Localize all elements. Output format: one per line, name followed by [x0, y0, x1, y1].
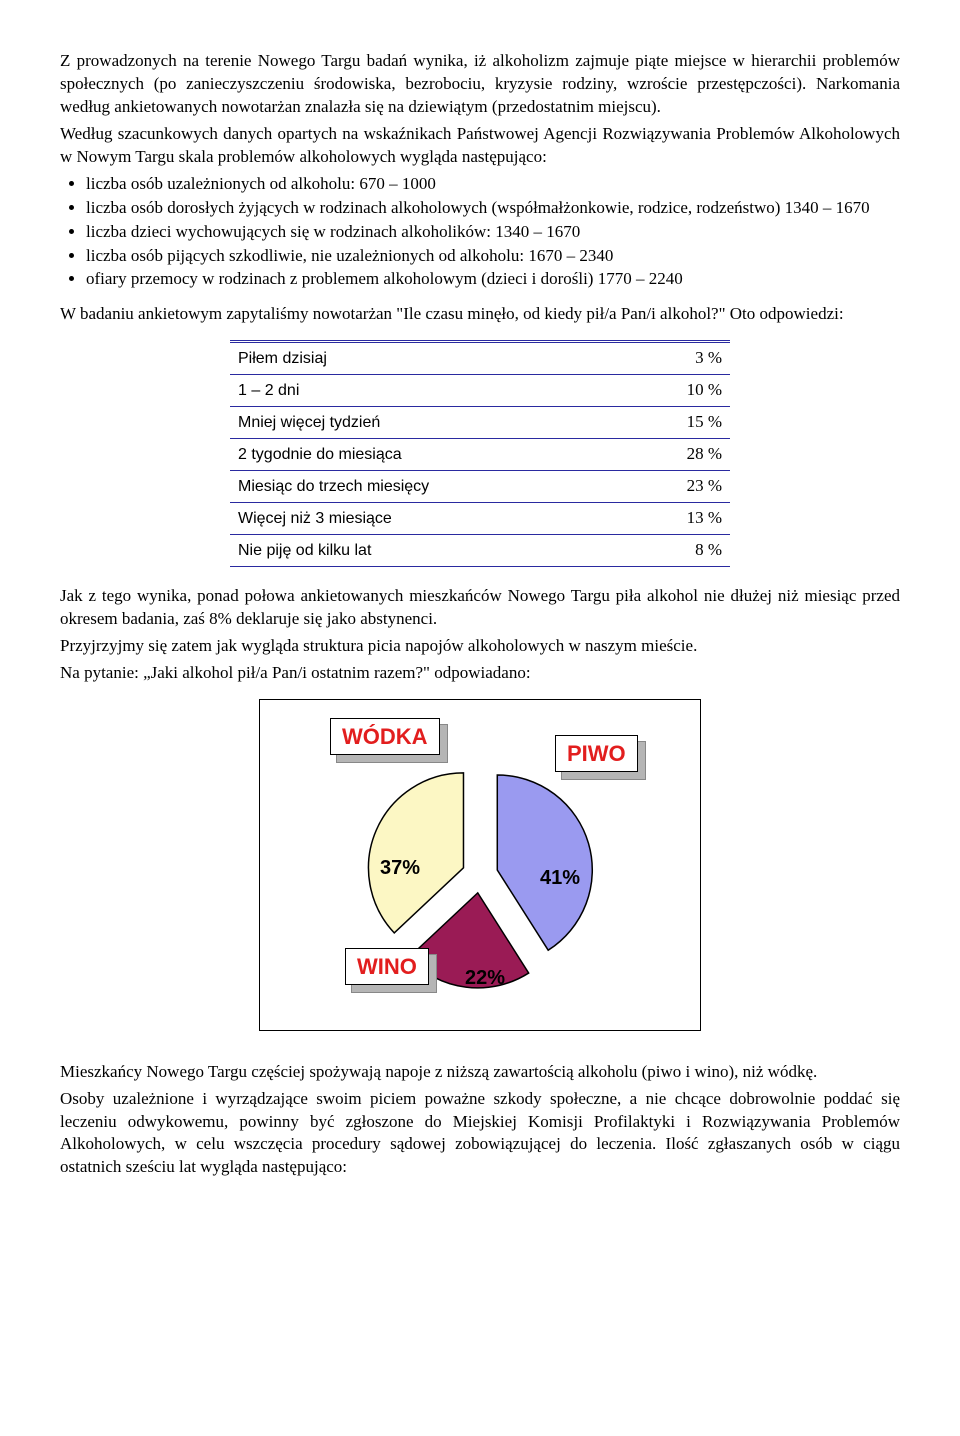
- paragraph-result-2: Przyjrzyjmy się zatem jak wygląda strukt…: [60, 635, 900, 658]
- table-row: Więcej niż 3 miesiące 13 %: [230, 503, 730, 535]
- table-value: 15 %: [624, 407, 730, 439]
- table-value: 10 %: [624, 375, 730, 407]
- pie-pct-label: 22%: [465, 965, 505, 992]
- table-row: Mniej więcej tydzień 15 %: [230, 407, 730, 439]
- table-label: Piłem dzisiaj: [230, 342, 624, 375]
- paragraph-question: W badaniu ankietowym zapytaliśmy nowotar…: [60, 303, 900, 326]
- table-row: Nie piję od kilku lat 8 %: [230, 534, 730, 566]
- table-value: 28 %: [624, 439, 730, 471]
- badge-label: PIWO: [555, 735, 638, 773]
- table-label: 2 tygodnie do miesiąca: [230, 439, 624, 471]
- paragraph-result-1: Jak z tego wynika, ponad połowa ankietow…: [60, 585, 900, 631]
- list-item: liczba osób dorosłych żyjących w rodzina…: [86, 197, 900, 220]
- table-row: Piłem dzisiaj 3 %: [230, 342, 730, 375]
- badge-label: WÓDKA: [330, 718, 440, 756]
- bullet-list: liczba osób uzależnionych od alkoholu: 6…: [60, 173, 900, 292]
- table-value: 3 %: [624, 342, 730, 375]
- table-label: Mniej więcej tydzień: [230, 407, 624, 439]
- table-row: 1 – 2 dni 10 %: [230, 375, 730, 407]
- paragraph-intro-2: Według szacunkowych danych opartych na w…: [60, 123, 900, 169]
- table-value: 23 %: [624, 471, 730, 503]
- pie-pct-label: 37%: [380, 855, 420, 882]
- list-item: liczba osób uzależnionych od alkoholu: 6…: [86, 173, 900, 196]
- badge-label: WINO: [345, 948, 429, 986]
- table-label: Więcej niż 3 miesiące: [230, 503, 624, 535]
- list-item: liczba dzieci wychowujących się w rodzin…: [86, 221, 900, 244]
- list-item: liczba osób pijących szkodliwie, nie uza…: [86, 245, 900, 268]
- table-row: Miesiąc do trzech miesięcy 23 %: [230, 471, 730, 503]
- paragraph-conclusion-1: Mieszkańcy Nowego Targu częściej spożywa…: [60, 1061, 900, 1084]
- pie-chart: 41% 22% 37% PIWO WINO WÓDKA: [259, 699, 701, 1031]
- pie-slice: [497, 775, 592, 950]
- table-value: 8 %: [624, 534, 730, 566]
- frequency-table-wrap: Piłem dzisiaj 3 % 1 – 2 dni 10 % Mniej w…: [230, 340, 730, 567]
- table-row: 2 tygodnie do miesiąca 28 %: [230, 439, 730, 471]
- pie-pct-label: 41%: [540, 865, 580, 892]
- frequency-table: Piłem dzisiaj 3 % 1 – 2 dni 10 % Mniej w…: [230, 340, 730, 567]
- list-item: ofiary przemocy w rodzinach z problemem …: [86, 268, 900, 291]
- table-label: Nie piję od kilku lat: [230, 534, 624, 566]
- paragraph-result-3: Na pytanie: „Jaki alkohol pił/a Pan/i os…: [60, 662, 900, 685]
- table-label: 1 – 2 dni: [230, 375, 624, 407]
- table-label: Miesiąc do trzech miesięcy: [230, 471, 624, 503]
- pie-chart-wrap: 41% 22% 37% PIWO WINO WÓDKA: [250, 699, 710, 1031]
- paragraph-intro-1: Z prowadzonych na terenie Nowego Targu b…: [60, 50, 900, 119]
- pie-slice: [368, 772, 463, 932]
- table-value: 13 %: [624, 503, 730, 535]
- paragraph-conclusion-2: Osoby uzależnione i wyrządzające swoim p…: [60, 1088, 900, 1180]
